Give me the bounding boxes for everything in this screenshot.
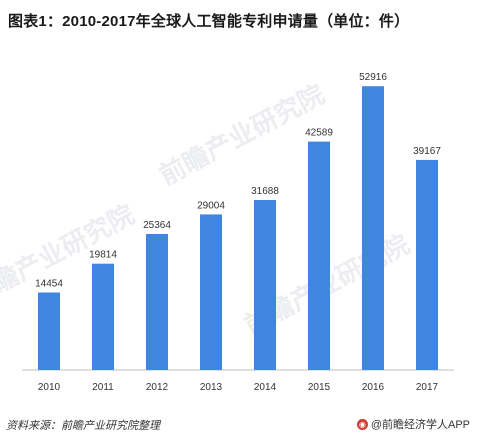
x-tick-label-2010: 2010 <box>38 382 61 393</box>
bars-layer <box>38 86 438 370</box>
value-label-2015: 42589 <box>305 128 333 139</box>
brand-logo-icon: ◉ <box>356 418 368 430</box>
x-tick-label-2011: 2011 <box>92 382 114 393</box>
value-label-2013: 29004 <box>197 200 225 211</box>
x-tick-labels-layer: 2010 2011 2012 2013 2014 2015 2016 2017 <box>38 382 439 393</box>
x-tick-label-2016: 2016 <box>362 382 385 393</box>
value-label-2014: 31688 <box>251 186 279 197</box>
x-tick-label-2015: 2015 <box>308 382 331 393</box>
x-tick-label-2017: 2017 <box>416 382 439 393</box>
source-note: 资料来源：前瞻产业研究院整理 <box>6 420 160 432</box>
bar-2011 <box>92 263 114 370</box>
bar-2015 <box>308 141 330 370</box>
value-label-2012: 25364 <box>143 220 171 231</box>
x-tick-label-2014: 2014 <box>254 382 277 393</box>
brand-credit: ◉ @前瞻经济学人APP <box>356 416 470 432</box>
bar-2016 <box>362 86 384 370</box>
bar-2017 <box>416 159 438 370</box>
value-label-2011: 19814 <box>89 250 117 261</box>
x-tick-label-2012: 2012 <box>146 382 169 393</box>
bar-2012 <box>146 234 168 370</box>
chart-title: 图表1：2010-2017年全球人工智能专利申请量（单位：件） <box>8 13 410 30</box>
bar-2014 <box>254 200 276 370</box>
value-labels-layer: 14454 19814 25364 29004 31688 42589 52916 39167 <box>35 72 441 289</box>
brand-credit-label: @前瞻经济学人APP <box>370 419 470 431</box>
x-tick-label-2013: 2013 <box>200 382 223 393</box>
bar-2013 <box>200 214 222 370</box>
value-label-2016: 52916 <box>359 72 387 83</box>
value-label-2010: 14454 <box>35 279 63 290</box>
value-label-2017: 39167 <box>413 146 441 157</box>
bar-2010 <box>38 292 60 370</box>
